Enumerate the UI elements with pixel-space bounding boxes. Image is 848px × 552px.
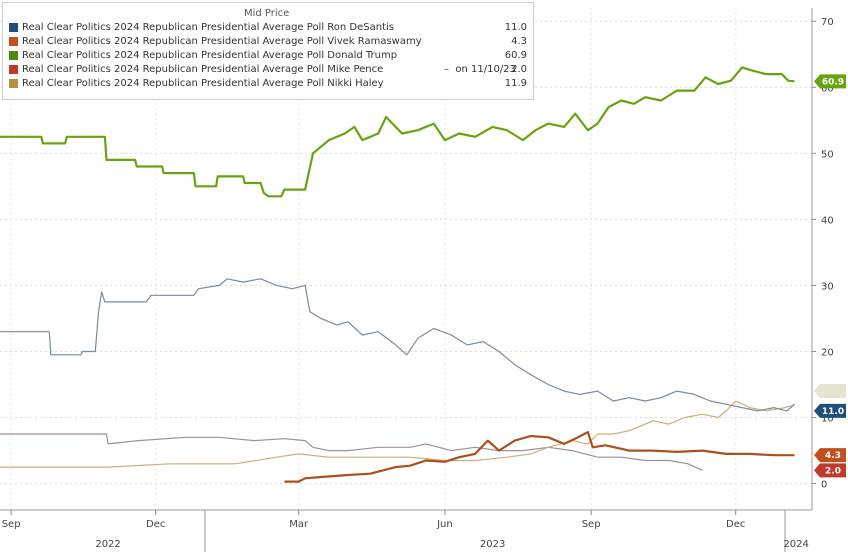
y-tick-label: 70 bbox=[821, 17, 834, 28]
legend: Mid Price Real Clear Politics 2024 Repub… bbox=[2, 2, 534, 100]
legend-series-name: Real Clear Politics 2024 Republican Pres… bbox=[22, 22, 395, 33]
y-tick-label: 0 bbox=[821, 480, 827, 491]
legend-swatch bbox=[9, 51, 18, 60]
x-tick-label: Dec bbox=[146, 519, 165, 530]
y-axis: 0 10 20 30 40 50 60 70 bbox=[811, 8, 834, 510]
legend-swatch bbox=[9, 23, 18, 32]
series-line-2 bbox=[0, 66, 795, 198]
value-badge: 11.0 bbox=[814, 403, 846, 418]
value-badge: 60.9 bbox=[814, 74, 846, 89]
y-tick-label: 50 bbox=[821, 149, 834, 160]
value-badge-shape bbox=[814, 463, 846, 478]
series-line-4 bbox=[0, 400, 795, 468]
value-badge bbox=[814, 383, 846, 398]
x-tick-label: Sep bbox=[2, 519, 21, 530]
legend-series-name: Real Clear Politics 2024 Republican Pres… bbox=[22, 36, 422, 47]
legend-series-value: 2.0 bbox=[511, 64, 527, 75]
value-badges: 60.9 11.0 4.3 2.0 bbox=[814, 74, 846, 478]
legend-series-note: – on 11/10/23 bbox=[444, 64, 516, 75]
year-label: 2023 bbox=[480, 539, 505, 550]
legend-series-value: 11.0 bbox=[504, 22, 527, 33]
x-tick-label: Sep bbox=[582, 519, 601, 530]
x-tick-label: Jun bbox=[436, 519, 453, 530]
legend-swatch bbox=[9, 37, 18, 46]
y-tick-label: 20 bbox=[821, 347, 834, 358]
legend-item-trump: Real Clear Politics 2024 Republican Pres… bbox=[9, 50, 529, 63]
series-line-3 bbox=[0, 433, 703, 471]
value-badge-label: 60.9 bbox=[822, 77, 844, 87]
legend-item-desantis: Real Clear Politics 2024 Republican Pres… bbox=[9, 22, 529, 35]
value-badge-label: 2.0 bbox=[825, 466, 841, 476]
legend-series-name: Real Clear Politics 2024 Republican Pres… bbox=[22, 78, 384, 89]
series-line-1 bbox=[284, 431, 795, 483]
value-badge-shape bbox=[814, 448, 846, 463]
legend-title: Mid Price bbox=[244, 8, 290, 19]
value-badge-shape bbox=[814, 403, 846, 418]
value-badge: 4.3 bbox=[814, 448, 846, 463]
legend-series-name: Real Clear Politics 2024 Republican Pres… bbox=[22, 50, 398, 61]
legend-series-value: 60.9 bbox=[504, 50, 527, 61]
series-lines bbox=[0, 66, 795, 483]
year-label: 2022 bbox=[95, 539, 120, 550]
legend-series-value: 4.3 bbox=[511, 36, 527, 47]
value-badge-shape bbox=[814, 383, 846, 398]
value-badge: 2.0 bbox=[814, 463, 846, 478]
y-tick-label: 30 bbox=[821, 281, 834, 292]
legend-series-value: 11.9 bbox=[504, 78, 527, 89]
legend-item-ramaswamy: Real Clear Politics 2024 Republican Pres… bbox=[9, 36, 529, 49]
y-tick-label: 60 bbox=[821, 83, 834, 94]
y-tick-label: 10 bbox=[821, 414, 834, 425]
legend-series-name: Real Clear Politics 2024 Republican Pres… bbox=[22, 64, 384, 75]
legend-swatch bbox=[9, 65, 18, 74]
legend-item-pence: Real Clear Politics 2024 Republican Pres… bbox=[9, 64, 529, 77]
x-axis: Sep Dec Mar Jun Sep Dec 2022 2023 2024 bbox=[0, 509, 812, 552]
series-line-0 bbox=[0, 278, 795, 412]
value-badge-label: 4.3 bbox=[825, 451, 841, 461]
x-tick-label: Dec bbox=[726, 519, 745, 530]
x-tick-label: Mar bbox=[289, 519, 309, 530]
value-badge-label: 11.0 bbox=[822, 407, 844, 417]
legend-swatch bbox=[9, 79, 18, 88]
year-label: 2024 bbox=[783, 539, 808, 550]
value-badge-shape bbox=[814, 74, 846, 89]
y-tick-label: 40 bbox=[821, 215, 834, 226]
legend-item-haley: Real Clear Politics 2024 Republican Pres… bbox=[9, 78, 529, 91]
